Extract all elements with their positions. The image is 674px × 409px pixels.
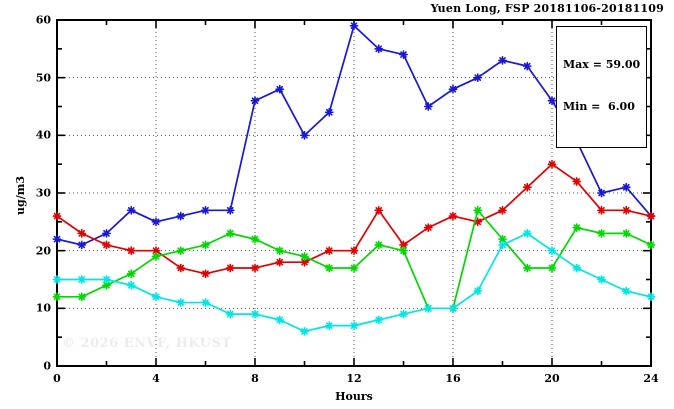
y-tick-label: 20 (35, 244, 51, 258)
y-tick-label: 30 (35, 186, 51, 200)
x-tick-label: 12 (346, 372, 362, 385)
chart-title: Yuen Long, FSP 20181106-20181109 (430, 2, 664, 15)
y-tick-label: 50 (35, 71, 51, 85)
y-tick-label: 10 (35, 301, 51, 315)
y-tick-label: 40 (35, 128, 51, 142)
x-tick-label: 16 (445, 372, 461, 385)
x-axis-label: Hours (335, 390, 373, 403)
x-tick-label: 8 (251, 372, 259, 385)
copyright-watermark: © 2026 ENVF, HKUST (62, 336, 232, 351)
min-value-label: Min = 6.00 (563, 100, 635, 114)
y-tick-label: 0 (43, 359, 51, 373)
max-value-label: Max = 59.00 (563, 58, 641, 72)
minmax-annotation-box: Max = 59.00 Min = 6.00 (556, 26, 648, 148)
x-tick-label: 0 (53, 372, 61, 385)
x-tick-label: 24 (643, 372, 659, 385)
y-tick-label: 60 (35, 13, 51, 27)
x-tick-label: 20 (544, 372, 560, 385)
x-tick-label: 4 (152, 372, 160, 385)
